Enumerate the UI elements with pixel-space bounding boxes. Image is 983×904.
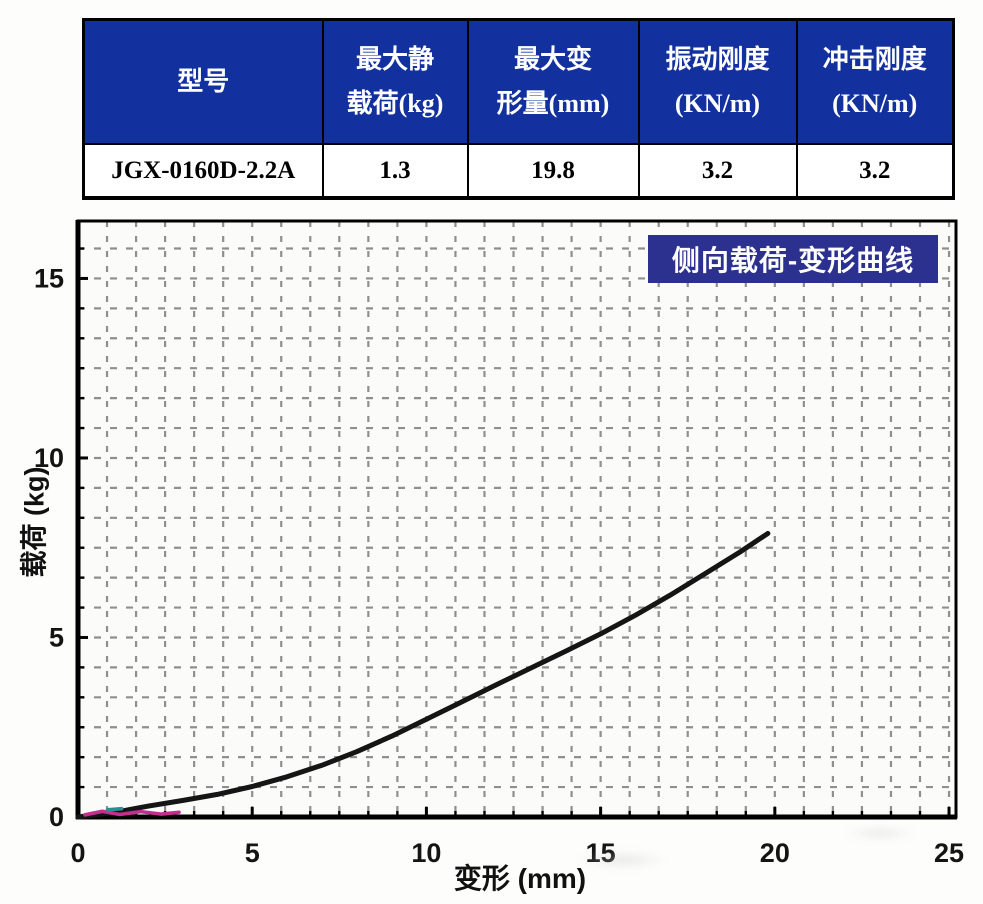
chart: 0 5 10 15 20 25 0 5 10 15: [0, 205, 983, 899]
spec-table: 型号 最大静 载荷(kg) 最大变 形量(mm) 振动刚度 (KN/m) 冲击刚…: [82, 18, 955, 200]
cell-max-deformation: 19.8: [466, 143, 640, 200]
x-tick-label: 0: [70, 838, 85, 868]
cell-shock-stiffness: 3.2: [795, 143, 955, 200]
scan-smudge: [845, 826, 915, 840]
y-axis-title: 载荷 (kg): [19, 466, 50, 578]
y-tick-label: 5: [49, 622, 64, 652]
y-tick-label: 0: [49, 802, 64, 832]
x-tick-label: 10: [411, 838, 441, 868]
y-tick-label: 10: [34, 443, 64, 473]
x-tick-label: 25: [934, 838, 964, 868]
spec-table-header: 型号 最大静 载荷(kg) 最大变 形量(mm) 振动刚度 (KN/m) 冲击刚…: [82, 18, 955, 145]
header-max-deformation: 最大变 形量(mm): [466, 18, 640, 145]
cell-model: JGX-0160D-2.2A: [82, 143, 324, 200]
header-max-static-load: 最大静 载荷(kg): [321, 18, 469, 145]
plot-background: [78, 221, 956, 817]
scan-smudge: [575, 852, 670, 868]
origin-artifact-curve: [83, 809, 181, 817]
header-shock-stiffness: 冲击刚度 (KN/m): [795, 18, 955, 145]
header-vibration-stiffness: 振动刚度 (KN/m): [637, 18, 798, 145]
chart-legend-label: 侧向载荷-变形曲线: [671, 245, 915, 276]
table-row: JGX-0160D-2.2A 1.3 19.8 3.2 3.2: [82, 143, 955, 200]
cell-max-static-load: 1.3: [321, 143, 469, 200]
chart-canvas: 0 5 10 15 20 25 0 5 10 15: [34, 219, 964, 868]
x-tick-label: 5: [245, 838, 260, 868]
y-tick-label: 15: [34, 263, 64, 293]
x-tick-label: 20: [760, 838, 790, 868]
x-axis-title: 变形 (mm): [453, 863, 587, 894]
origin-artifact-curve: [105, 806, 124, 812]
load-deformation-curve: [75, 530, 771, 820]
cell-vibration-stiffness: 3.2: [637, 143, 798, 200]
chart-legend: 侧向载荷-变形曲线: [648, 235, 938, 283]
x-tick-label: 15: [586, 838, 616, 868]
header-model: 型号: [82, 18, 324, 145]
